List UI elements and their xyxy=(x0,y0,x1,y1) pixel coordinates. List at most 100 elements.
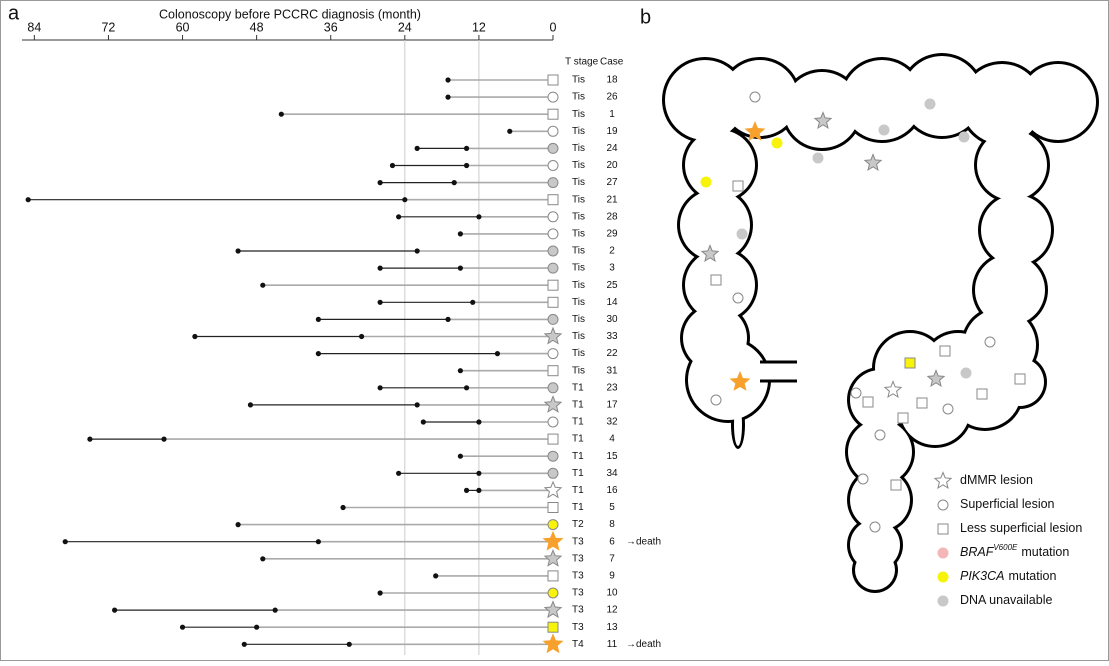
marker-circle xyxy=(938,500,948,510)
case-label: 33 xyxy=(606,331,618,342)
marker-dot xyxy=(959,132,970,143)
colon-fill xyxy=(680,190,750,260)
panel-label: b xyxy=(640,6,651,28)
colonoscopy-dot xyxy=(192,334,197,339)
case-header: Case xyxy=(600,57,624,68)
colonoscopy-dot xyxy=(396,214,401,219)
colonoscopy-dot xyxy=(316,317,321,322)
colonoscopy-dot xyxy=(279,112,284,117)
marker-circle xyxy=(548,126,558,136)
legend-gene: PIK3CA xyxy=(960,569,1004,583)
case-label: 19 xyxy=(606,126,618,137)
case-label: 9 xyxy=(609,571,615,582)
stage-label: Tis xyxy=(572,126,585,137)
stage-label: T4 xyxy=(572,639,584,650)
marker-square xyxy=(938,524,948,534)
stage-label: Tis xyxy=(572,143,585,154)
marker-circle xyxy=(548,383,558,393)
case-label: 6 xyxy=(609,536,615,547)
colonoscopy-dot xyxy=(445,95,450,100)
x-tick-label: 72 xyxy=(101,20,115,34)
stage-label: Tis xyxy=(572,194,585,205)
colon-fill xyxy=(685,130,755,200)
colonoscopy-dot xyxy=(248,402,253,407)
stage-label: Tis xyxy=(572,280,585,291)
stage-header: T stage xyxy=(565,57,599,68)
stage-label: T1 xyxy=(572,451,584,462)
colonoscopy-dot xyxy=(464,146,469,151)
marker-circle xyxy=(943,404,953,414)
case-label: 15 xyxy=(606,451,618,462)
colonoscopy-dot xyxy=(445,77,450,82)
colonoscopy-dot xyxy=(464,385,469,390)
marker-circle xyxy=(750,92,760,102)
stage-label: T1 xyxy=(572,417,584,428)
colonoscopy-dot xyxy=(347,642,352,647)
colonoscopy-dot xyxy=(415,146,420,151)
marker-dot xyxy=(938,596,949,607)
marker-circle xyxy=(548,212,558,222)
colonoscopy-dot xyxy=(458,231,463,236)
note: →death xyxy=(626,536,661,547)
marker-square xyxy=(1015,374,1025,384)
colonoscopy-dot xyxy=(433,573,438,578)
marker-circle xyxy=(870,522,880,532)
case-label: 11 xyxy=(607,639,618,650)
marker-square xyxy=(548,75,558,85)
colonoscopy-dot xyxy=(316,539,321,544)
marker-square xyxy=(548,622,558,632)
stage-label: Tis xyxy=(572,348,585,359)
colon-fill xyxy=(855,550,895,590)
marker-circle xyxy=(548,417,558,427)
case-label: 10 xyxy=(606,588,618,599)
marker-circle xyxy=(733,293,743,303)
case-label: 5 xyxy=(609,502,615,513)
colonoscopy-dot xyxy=(378,180,383,185)
note: →death xyxy=(626,639,661,650)
colonoscopy-dot xyxy=(458,368,463,373)
case-label: 2 xyxy=(609,246,615,257)
marker-dot xyxy=(701,177,712,188)
colonoscopy-dot xyxy=(415,248,420,253)
marker-circle xyxy=(548,468,558,478)
colonoscopy-dot xyxy=(421,419,426,424)
marker-dot xyxy=(813,153,824,164)
marker-dot xyxy=(772,138,783,149)
colonoscopy-dot xyxy=(458,454,463,459)
case-label: 17 xyxy=(606,400,618,411)
colonoscopy-dot xyxy=(161,437,166,442)
case-label: 24 xyxy=(606,143,618,154)
marker-square xyxy=(548,503,558,513)
marker-square xyxy=(898,413,908,423)
legend-label: Superficial lesion xyxy=(960,497,1055,511)
case-label: 16 xyxy=(606,485,618,496)
stage-label: Tis xyxy=(572,365,585,376)
legend-label: Less superficial lesion xyxy=(960,521,1082,535)
colonoscopy-dot xyxy=(464,163,469,168)
colonoscopy-dot xyxy=(254,625,259,630)
marker-circle xyxy=(851,388,861,398)
stage-label: Tis xyxy=(572,109,585,120)
marker-square xyxy=(548,366,558,376)
stage-label: T3 xyxy=(572,536,584,547)
case-label: 23 xyxy=(606,382,618,393)
marker-square xyxy=(711,275,721,285)
marker-square xyxy=(548,109,558,119)
stage-label: Tis xyxy=(572,314,585,325)
marker-circle xyxy=(548,588,558,598)
legend-superscript: V600E xyxy=(993,543,1018,552)
marker-dot xyxy=(938,572,949,583)
stage-label: Tis xyxy=(572,331,585,342)
marker-circle xyxy=(875,430,885,440)
marker-square xyxy=(940,346,950,356)
marker-dot xyxy=(879,125,890,136)
case-label: 7 xyxy=(609,553,615,564)
x-tick-label: 48 xyxy=(250,20,264,34)
case-label: 27 xyxy=(606,177,618,188)
colonoscopy-dot xyxy=(378,266,383,271)
stage-label: Tis xyxy=(572,211,585,222)
stage-label: T3 xyxy=(572,571,584,582)
x-tick-label: 36 xyxy=(324,20,338,34)
marker-circle xyxy=(548,178,558,188)
legend-text: Less superficial lesion xyxy=(960,521,1082,535)
